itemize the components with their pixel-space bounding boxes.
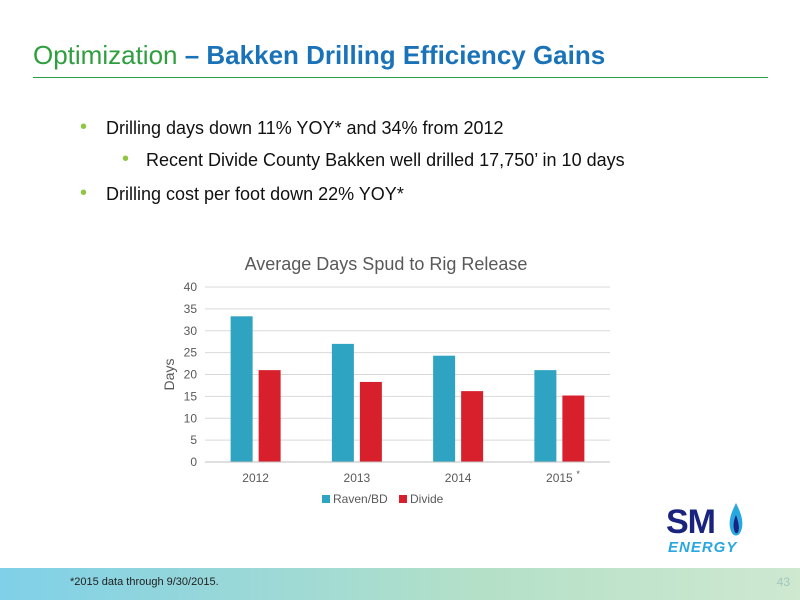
footer-bar [0,568,800,600]
x-tick-label: 2015 [546,471,573,485]
bullet-dot-icon: • [80,182,88,204]
y-tick-label: 35 [184,302,198,316]
bullet-1-text: Drilling days down 11% YOY* and 34% from… [106,118,504,138]
y-tick-label: 10 [184,411,198,425]
bar-divide [359,381,382,462]
x-tick-label: 2014 [445,471,472,485]
bar-raven-bd [331,343,354,462]
legend-swatch [322,495,330,503]
bullet-2: • Recent Divide County Bakken well drill… [122,148,625,171]
company-logo: SM ENERGY [662,503,772,563]
bullet-dot-icon: • [80,116,88,138]
title-part-2: – Bakken Drilling Efficiency Gains [177,40,606,70]
bar-chart: Average Days Spud to Rig Release 0 5 10 15 20… [161,254,610,506]
bar-divide [562,395,585,462]
bullet-3-text: Drilling cost per foot down 22% YOY* [106,184,404,204]
bullet-3: • Drilling cost per foot down 22% YOY* [80,182,404,205]
bar-raven-bd [230,316,253,462]
y-tick-label: 20 [184,368,198,382]
flame-icon [729,503,743,536]
legend-label: Divide [410,492,444,506]
bullet-dot-icon: • [122,148,130,170]
bullet-2-text: Recent Divide County Bakken well drilled… [146,150,625,170]
bullet-1: • Drilling days down 11% YOY* and 34% fr… [80,116,504,139]
bar-divide [258,370,281,462]
chart-title: Average Days Spud to Rig Release [245,254,528,274]
bar-divide [461,391,484,462]
bar-raven-bd [534,370,557,462]
title-divider [33,77,768,78]
logo-subtext: ENERGY [668,539,738,556]
legend-label: Raven/BD [333,492,388,506]
page-number: 43 [776,575,790,589]
y-axis-label: Days [161,359,177,391]
x-tick-footnote-mark: * [576,469,580,479]
footnote: *2015 data through 9/30/2015. [70,576,219,588]
y-tick-label: 30 [184,324,198,338]
x-tick-label: 2013 [344,471,371,485]
y-tick-label: 25 [184,346,198,360]
x-tick-label: 2012 [242,471,269,485]
logo-text: SM [666,503,716,541]
y-tick-label: 5 [190,433,197,447]
legend-swatch [399,495,407,503]
y-tick-label: 15 [184,389,198,403]
y-tick-label: 0 [190,455,197,469]
y-tick-label: 40 [184,280,198,294]
slide-title: Optimization – Bakken Drilling Efficienc… [33,40,605,71]
bar-raven-bd [433,355,456,462]
title-part-1: Optimization [33,40,178,70]
